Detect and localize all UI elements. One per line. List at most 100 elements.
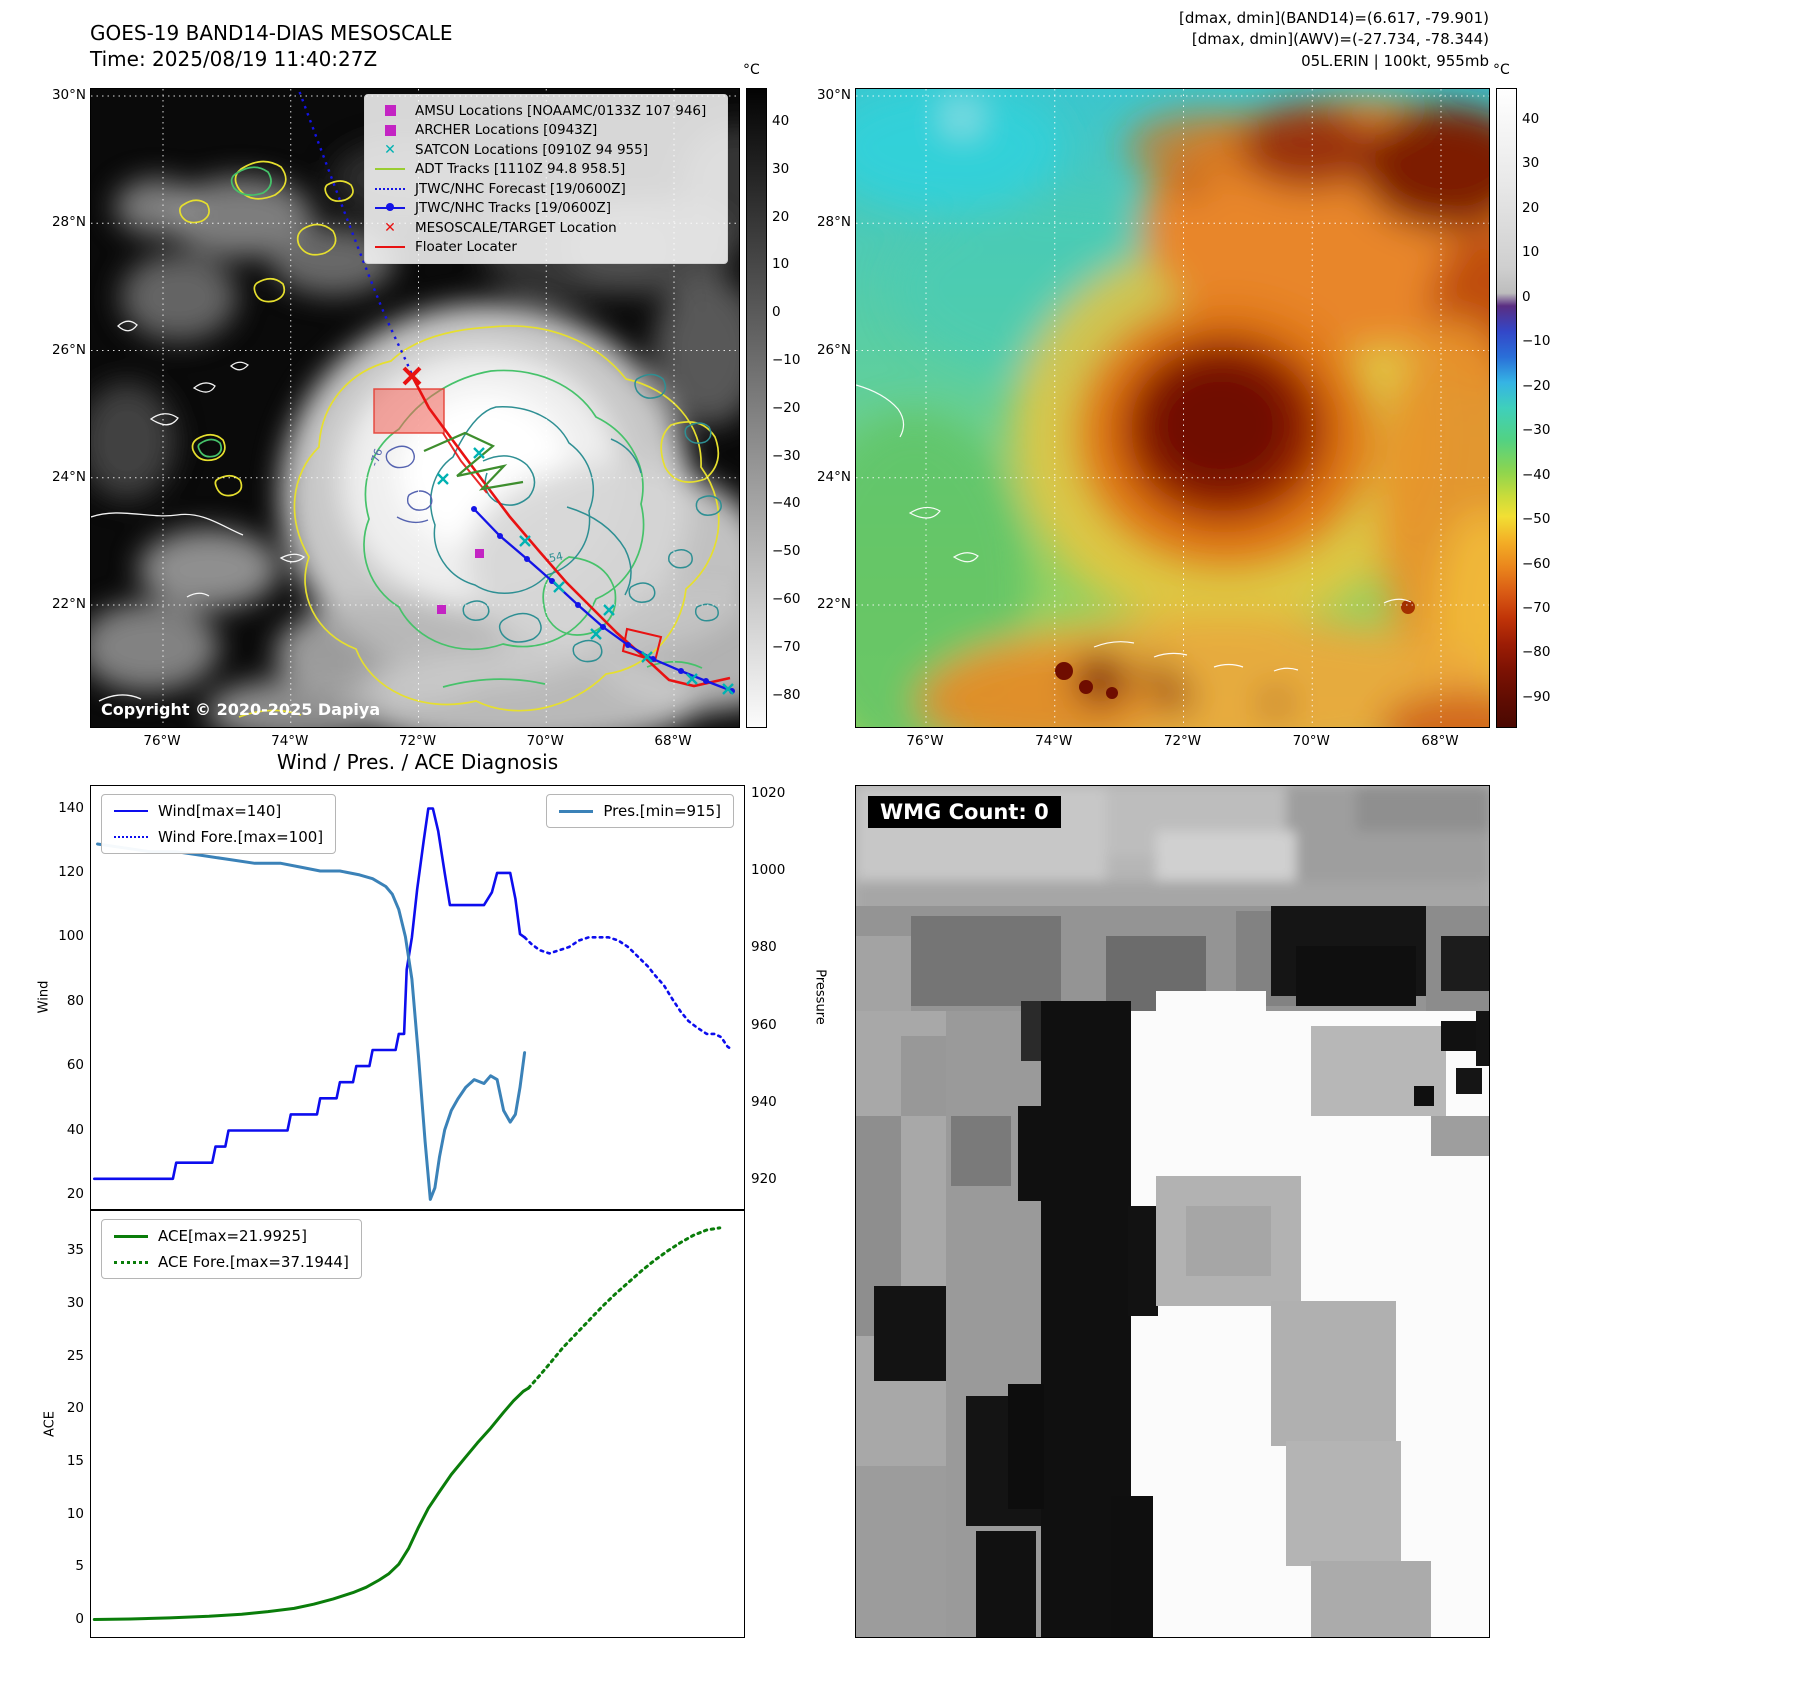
tick-label: −60 bbox=[772, 591, 801, 607]
band14-colorbar-unit: °C bbox=[743, 62, 760, 78]
legend-item: ACE Fore.[max=37.1944] bbox=[114, 1253, 349, 1271]
contour-slate bbox=[385, 445, 433, 524]
ir-colorbar-unit: °C bbox=[1493, 62, 1510, 78]
line-marker bbox=[375, 168, 405, 171]
legend-item-label: ADT Tracks [1110Z 94.8 958.5] bbox=[415, 161, 626, 178]
tick-label: 30 bbox=[772, 160, 790, 177]
tick-label: 40 bbox=[1522, 111, 1540, 127]
legend-item: AMSU Locations [NOAAMC/0133Z 107 946] bbox=[373, 103, 719, 119]
wind-legend-label: Wind[max=140] bbox=[158, 802, 282, 820]
tick-label: 70°W bbox=[526, 733, 564, 749]
enhanced-ir-satellite-image bbox=[856, 89, 1489, 727]
tl-lat-tick-labels: 30°N 28°N 26°N 24°N 22°N bbox=[28, 87, 86, 728]
tick-label: 5 bbox=[75, 1558, 84, 1575]
mesoscale-target-x-icon bbox=[402, 366, 422, 386]
mesoscale-target-box bbox=[373, 388, 445, 434]
tick-label: 76°W bbox=[143, 733, 181, 749]
tick-label: 72°W bbox=[1163, 733, 1202, 749]
tick-label: 25 bbox=[66, 1347, 84, 1364]
tick-label: −50 bbox=[772, 543, 801, 560]
tick-label: 28°N bbox=[51, 214, 86, 231]
tick-label: 74°W bbox=[1035, 733, 1073, 749]
line-dot-marker bbox=[375, 203, 405, 212]
tick-label: 960 bbox=[751, 1016, 777, 1033]
floater-locater-line bbox=[410, 375, 731, 688]
x-icon: ✕ bbox=[373, 219, 407, 236]
series-line bbox=[92, 1386, 530, 1621]
goes-title-line1: GOES-19 BAND14-DIAS MESOSCALE bbox=[90, 21, 453, 45]
tick-label: −70 bbox=[772, 638, 801, 655]
x-icon: ✕ bbox=[373, 143, 407, 157]
ace-axis-ticks: 0 5 10 15 20 25 30 35 bbox=[20, 1210, 84, 1638]
tick-label: −30 bbox=[772, 447, 801, 464]
wmg-panel: WMG Count: 0 bbox=[855, 785, 1490, 1638]
band14-map-panel: -76 -54 AMSU Locations [NOAAMC/ bbox=[90, 88, 740, 728]
legend-item: Pres.[min=915] bbox=[559, 802, 721, 820]
ace-chart: ACE 0 5 10 15 20 25 30 35 ACE[max=21.9925] ACE … bbox=[20, 1210, 865, 1638]
ace-legend-label: ACE[max=21.9925] bbox=[158, 1227, 307, 1245]
legend-item: Floater Locater bbox=[373, 239, 719, 255]
tick-label: 28°N bbox=[816, 214, 851, 231]
tick-label: 10 bbox=[66, 1505, 84, 1522]
ir-colorbar bbox=[1496, 88, 1517, 728]
tick-label: 980 bbox=[751, 939, 777, 956]
tick-label: 26°N bbox=[51, 341, 86, 358]
tick-label: 30°N bbox=[816, 87, 851, 103]
square-icon bbox=[373, 105, 407, 117]
tick-label: 40 bbox=[66, 1121, 84, 1138]
tick-label: −80 bbox=[772, 686, 801, 703]
map-legend: AMSU Locations [NOAAMC/0133Z 107 946] ARC… bbox=[364, 94, 728, 264]
tick-label: 1020 bbox=[751, 784, 786, 801]
dot-marker bbox=[386, 203, 394, 212]
pressure-legend-label: Pres.[min=915] bbox=[603, 802, 721, 820]
band14-colorbar bbox=[746, 88, 767, 728]
tick-label: 72°W bbox=[398, 733, 437, 749]
square-marker bbox=[384, 124, 396, 136]
tick-label: 24°N bbox=[51, 468, 86, 485]
tick-label: −30 bbox=[1522, 422, 1551, 439]
tick-label: 10 bbox=[1522, 244, 1540, 261]
ir-cold-pixels bbox=[1055, 600, 1415, 699]
legend-item: Wind[max=140] bbox=[114, 802, 323, 820]
adt-track bbox=[423, 431, 524, 491]
tick-label: 22°N bbox=[51, 596, 86, 612]
wind-forecast-line-sample bbox=[114, 836, 148, 838]
wind-pressure-chart: Wind Pressure 20 40 60 80 100 120 140 920 940 96… bbox=[20, 785, 865, 1210]
tick-label: 30°N bbox=[51, 87, 86, 103]
legend-item-label: ARCHER Locations [0943Z] bbox=[415, 122, 598, 139]
tick-label: 74°W bbox=[271, 733, 309, 749]
storm-header: [dmax, dmin](BAND14)=(6.617, -79.901) [d… bbox=[900, 8, 1489, 72]
square-marker bbox=[384, 105, 396, 117]
pressure-line-sample bbox=[559, 809, 594, 813]
band14-colorbar-ticks: 40 30 20 10 0 −10 −20 −30 −40 −50 −60 −70 −80 bbox=[772, 88, 814, 728]
floater-locater-line-2 bbox=[442, 432, 488, 494]
legend-item-label: SATCON Locations [0910Z 94 955] bbox=[415, 141, 648, 158]
tick-label: 10 bbox=[772, 256, 790, 273]
wind-pressure-series-canvas bbox=[92, 807, 735, 1201]
amsu-marker bbox=[475, 549, 484, 558]
ace-series-canvas bbox=[92, 1226, 722, 1621]
tick-label: −90 bbox=[1522, 688, 1551, 705]
wmg-main-field bbox=[856, 991, 1489, 1637]
legend-item: JTWC/NHC Forecast [19/0600Z] bbox=[373, 181, 719, 197]
wind-axis-ticks: 20 40 60 80 100 120 140 bbox=[20, 785, 84, 1210]
legend-item: JTWC/NHC Tracks [19/0600Z] bbox=[373, 200, 719, 216]
pressure-axis-ticks: 920 940 960 980 1000 1020 bbox=[751, 785, 801, 1210]
goes-title-line2: Time: 2025/08/19 11:40:27Z bbox=[90, 47, 378, 72]
tick-label: 15 bbox=[66, 1452, 84, 1469]
legend-item-label: JTWC/NHC Forecast [19/0600Z] bbox=[415, 180, 626, 197]
diagnosis-title: Wind / Pres. / ACE Diagnosis bbox=[276, 750, 559, 774]
series-line bbox=[527, 1226, 722, 1390]
pressure-axis-label: Pressure bbox=[812, 969, 828, 1025]
series-line bbox=[523, 936, 735, 1052]
header-awv-range: [dmax, dmin](AWV)=(-27.734, -78.344) bbox=[1191, 30, 1489, 49]
x-marker: ✕ bbox=[384, 219, 396, 236]
tick-label: 100 bbox=[58, 928, 84, 945]
contour-label-inner: -76 bbox=[367, 447, 385, 468]
tick-label: 40 bbox=[772, 113, 790, 129]
tick-label: −60 bbox=[1522, 555, 1551, 572]
header-storm-intensity: 05L.ERIN | 100kt, 955mb bbox=[1301, 51, 1489, 70]
contour-teal bbox=[429, 373, 722, 663]
tick-label: −20 bbox=[772, 399, 801, 416]
